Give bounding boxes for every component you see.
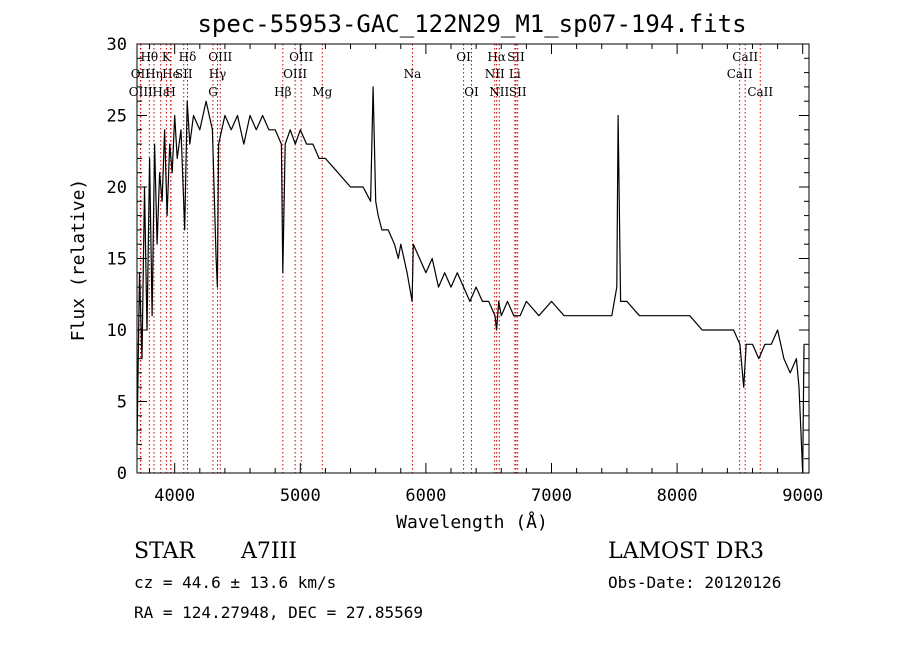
y-tick-label-0: 0 bbox=[117, 464, 127, 484]
axis-ticks: 4000 5000 6000 7000 8000 9000 0 5 10 15 20 25 30 bbox=[107, 35, 824, 506]
chart-title: spec-55953-GAC_122N29_M1_sp07-194.fits bbox=[197, 10, 746, 38]
spectral-line-label-18: OI bbox=[456, 50, 471, 64]
spectral-line-label-20: Hα bbox=[487, 50, 506, 64]
spectral-line-label-26: CaII bbox=[732, 50, 758, 64]
spectral-line-label-23: SII bbox=[507, 50, 525, 64]
y-tick-label-2: 10 bbox=[107, 321, 127, 341]
spectral-line-markers: Hθ OII OIII Hη Hε K He H Hδ SII OIII Hγ G OIII OIII Hβ M… bbox=[129, 44, 773, 473]
y-tick-label-6: 30 bbox=[107, 35, 127, 55]
x-tick-label-3: 7000 bbox=[531, 486, 572, 506]
spectral-line-label-2: OIII bbox=[129, 85, 153, 99]
y-axis-label: Flux (relative) bbox=[68, 179, 89, 342]
spectral-line-label-10: OIII bbox=[208, 50, 232, 64]
spectral-line-label-21: NII bbox=[485, 67, 505, 81]
spectral-line-label-16: Mg bbox=[312, 85, 332, 99]
spectral-line-label-12: G bbox=[208, 85, 218, 99]
spectral-line-label-17: Na bbox=[404, 67, 422, 81]
spectral-line-label-9: SII bbox=[175, 67, 193, 81]
y-tick-label-1: 5 bbox=[117, 393, 127, 413]
spectral-line-label-13: OIII bbox=[289, 50, 313, 64]
spectral-line-label-5: K bbox=[162, 50, 172, 64]
spectral-line-label-19: OI bbox=[464, 85, 479, 99]
spectral-line-label-24: Li bbox=[509, 67, 521, 81]
redshift-velocity: cz = 44.6 ± 13.6 km/s bbox=[134, 573, 337, 592]
spectral-line-label-14: OIII bbox=[283, 67, 307, 81]
spectral-line-label-22: NII bbox=[489, 85, 509, 99]
spectral-line-label-0: Hθ bbox=[140, 50, 158, 64]
spectral-line-label-1: OII bbox=[131, 67, 151, 81]
spectral-line-label-3: Hη bbox=[145, 67, 163, 81]
object-class: STAR bbox=[134, 539, 195, 564]
object-subclass: A7III bbox=[241, 539, 297, 564]
spectral-line-label-4: Hε bbox=[152, 85, 169, 99]
y-tick-label-4: 20 bbox=[107, 178, 127, 198]
observation-date: Obs-Date: 20120126 bbox=[608, 573, 782, 592]
series-layer bbox=[136, 86, 805, 474]
spectral-line-label-28: CaII bbox=[747, 85, 773, 99]
spectral-line-label-25: SII bbox=[509, 85, 527, 99]
y-tick-label-3: 15 bbox=[107, 250, 127, 270]
survey-name: LAMOST DR3 bbox=[608, 539, 764, 564]
x-tick-label-2: 6000 bbox=[405, 486, 446, 506]
x-tick-label-5: 9000 bbox=[782, 486, 823, 506]
spectral-line-label-15: Hβ bbox=[274, 85, 291, 99]
spectral-line-label-8: Hδ bbox=[179, 50, 197, 64]
coordinates: RA = 124.27948, DEC = 27.85569 bbox=[134, 603, 423, 622]
y-tick-label-5: 25 bbox=[107, 107, 127, 127]
x-tick-label-1: 5000 bbox=[280, 486, 321, 506]
spectral-line-label-27: CaII bbox=[727, 67, 753, 81]
x-tick-label-4: 8000 bbox=[657, 486, 698, 506]
plot-frame bbox=[136, 43, 810, 474]
x-tick-label-0: 4000 bbox=[154, 486, 195, 506]
series-line-spectrum bbox=[136, 86, 805, 474]
spectral-line-label-6: He bbox=[162, 67, 180, 81]
spectral-line-label-7: H bbox=[165, 85, 175, 99]
spectral-line-label-11: Hγ bbox=[209, 67, 227, 81]
x-axis-label: Wavelength (Å) bbox=[396, 511, 548, 533]
